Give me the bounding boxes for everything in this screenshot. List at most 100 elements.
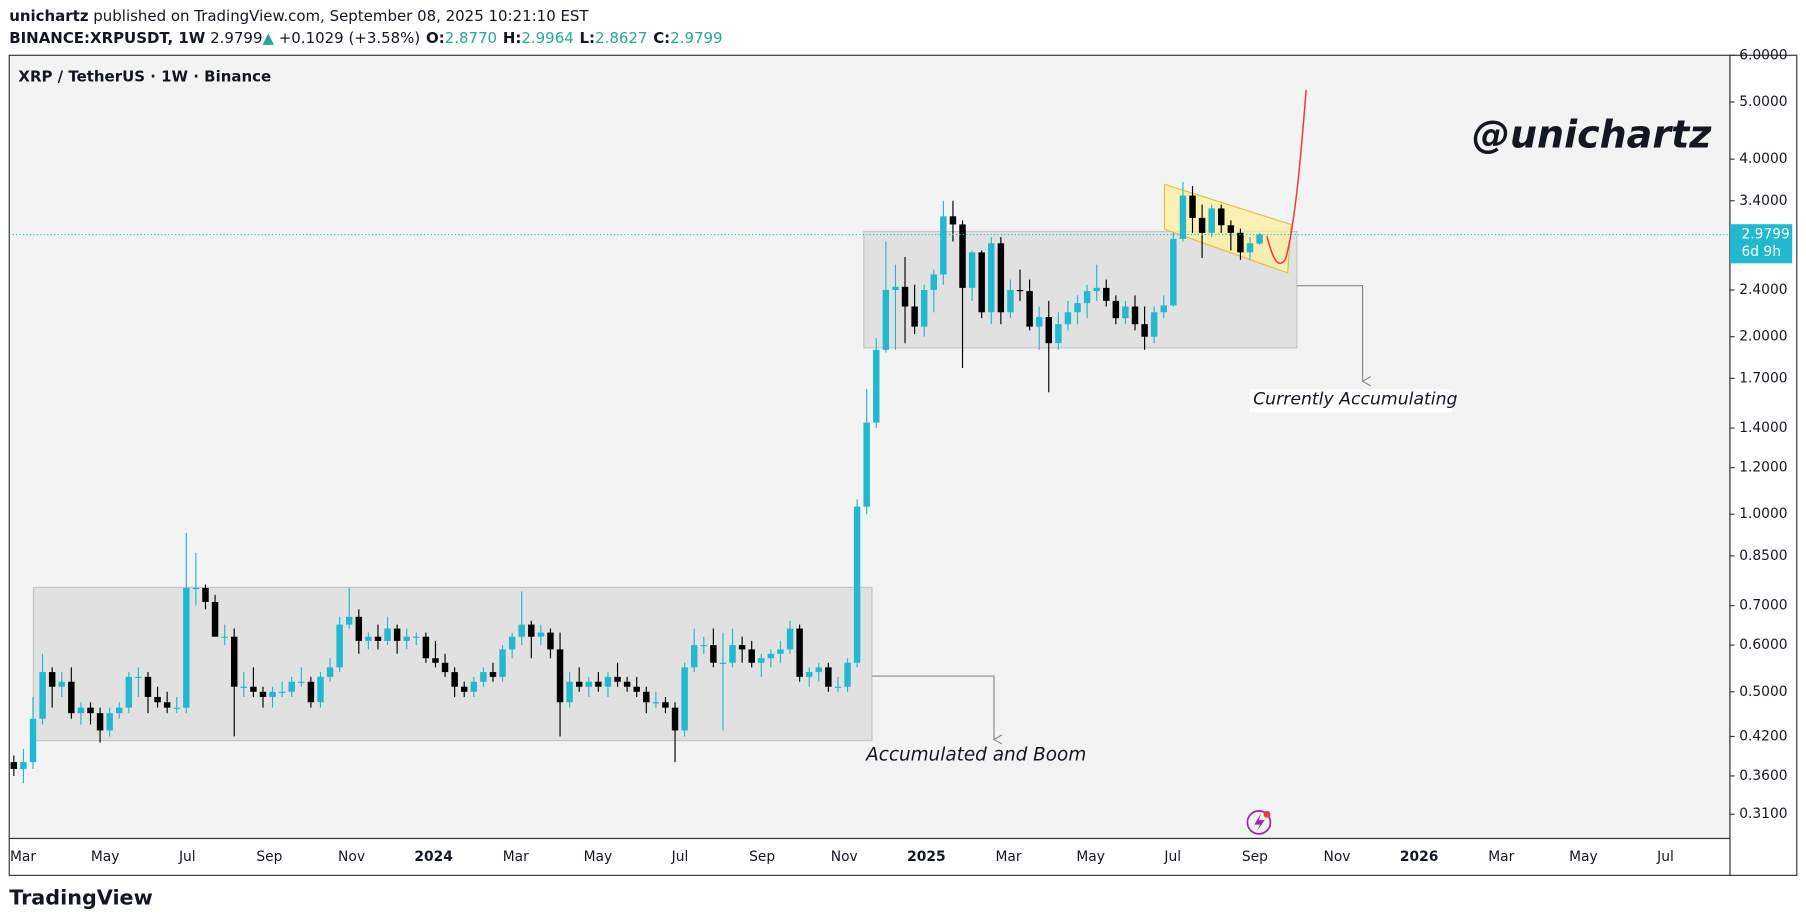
candle-body: [326, 667, 334, 677]
x-tick-label: Mar: [503, 849, 529, 865]
candle-body: [930, 274, 938, 290]
y-tick-label: 4.0000: [1739, 151, 1787, 167]
candle-body: [470, 681, 478, 692]
candle-body: [786, 628, 794, 650]
candle-body: [393, 628, 401, 641]
candle-body: [355, 616, 363, 641]
candle-body: [489, 672, 497, 677]
x-tick-label: 2025: [907, 849, 945, 865]
candle-body: [719, 662, 727, 664]
candle-body: [317, 676, 324, 703]
candle-body: [163, 702, 171, 708]
candle-body: [278, 691, 286, 693]
candle-body: [1055, 324, 1062, 344]
ohlc-value: 2.8770: [445, 29, 497, 47]
x-tick-label: Mar: [995, 849, 1021, 865]
y-tick-label: 6.0000: [1739, 47, 1787, 63]
candle-body: [815, 667, 823, 673]
icon[interactable]: [1246, 809, 1272, 835]
ohlc: O:2.8770 H:2.9964 L:2.8627 C:2.9799: [426, 29, 723, 47]
candle-body: [834, 686, 842, 688]
candle-body: [575, 681, 583, 687]
candle-body: [1083, 291, 1091, 304]
candle-body: [853, 506, 861, 663]
candle-body: [125, 676, 133, 708]
candle-body: [422, 636, 430, 659]
candle-body: [1035, 316, 1043, 327]
candle-body: [547, 632, 554, 650]
x-tick-label: Mar: [10, 849, 36, 865]
candle-body: [537, 632, 545, 637]
candle-body: [250, 686, 257, 692]
symbol-line: BINANCE:XRPUSDT, 1W 2.9799▲ +0.1029 (+3.…: [9, 29, 722, 47]
x-tick-label: 2026: [1400, 849, 1438, 865]
candle-body: [336, 624, 343, 668]
candle-body: [96, 713, 104, 731]
candle-body: [528, 624, 535, 637]
ohlc-key: O:: [426, 29, 445, 47]
ohlc-value: 2.9964: [521, 29, 573, 47]
change: +0.1029 (+3.58%): [279, 29, 420, 47]
candle-body: [796, 628, 803, 677]
footer-logo[interactable]: TradingView: [9, 885, 153, 909]
annotation-text: Currently Accumulating: [1253, 390, 1457, 410]
y-tick-label: 2.4000: [1739, 282, 1787, 298]
candle-body: [825, 667, 832, 687]
ohlc-key: C:: [653, 29, 670, 47]
x-tick-label: Jul: [671, 849, 689, 865]
candle-body: [729, 645, 736, 663]
candle-body: [39, 672, 46, 719]
countdown: 6d 9h: [1741, 244, 1780, 260]
candle-body: [1103, 287, 1110, 301]
candle-body: [949, 216, 957, 225]
candle-body: [1093, 287, 1100, 292]
candle-body: [1074, 303, 1081, 313]
y-tick-label: 1.7000: [1739, 370, 1787, 386]
legend-title: XRP / TetherUS · 1W · Binance: [18, 68, 271, 86]
y-tick-label: 3.4000: [1739, 193, 1787, 209]
candle-body: [1131, 306, 1139, 325]
candle-body: [882, 289, 890, 350]
candle-body: [384, 628, 391, 641]
candle-body: [307, 681, 315, 703]
candle-body: [1237, 232, 1244, 253]
x-tick-label: Sep: [749, 849, 775, 865]
y-tick-label: 0.8500: [1739, 548, 1787, 564]
candle-body: [432, 658, 439, 663]
x-tick-label: Nov: [831, 849, 858, 865]
candle-body: [911, 306, 918, 327]
x-tick-label: Jul: [1656, 849, 1674, 865]
candle-body: [221, 636, 228, 638]
candle-body: [681, 667, 688, 731]
candle-body: [623, 681, 631, 687]
candle-body: [1064, 312, 1072, 325]
candle-body: [1227, 225, 1235, 233]
x-tick-label: Nov: [1324, 849, 1351, 865]
candle-body: [173, 707, 180, 709]
candle-body: [710, 645, 717, 663]
candle-body: [1007, 289, 1014, 313]
candle-body: [135, 676, 142, 679]
candle-body: [374, 636, 382, 641]
y-tick-label: 0.3100: [1739, 806, 1787, 822]
candle-body: [844, 662, 851, 687]
candle-body: [1045, 316, 1052, 344]
candle-body: [920, 289, 928, 327]
candle-body: [1016, 289, 1024, 292]
y-tick-label: 1.4000: [1739, 420, 1787, 436]
price-axis: [1729, 54, 1798, 876]
candle-body: [652, 702, 660, 704]
candle-body: [259, 691, 267, 697]
candle-body: [1170, 238, 1177, 306]
candle-body: [1198, 217, 1206, 233]
candles: [10, 181, 1263, 784]
up-arrow: ▲: [262, 29, 274, 47]
y-tick-label: 0.4200: [1739, 728, 1787, 744]
candle-body: [556, 649, 564, 703]
author[interactable]: unichartz: [9, 7, 88, 25]
candle-body: [211, 601, 219, 637]
candle-body: [805, 672, 813, 677]
x-tick-label: May: [584, 849, 613, 865]
candle-body: [1208, 208, 1215, 233]
